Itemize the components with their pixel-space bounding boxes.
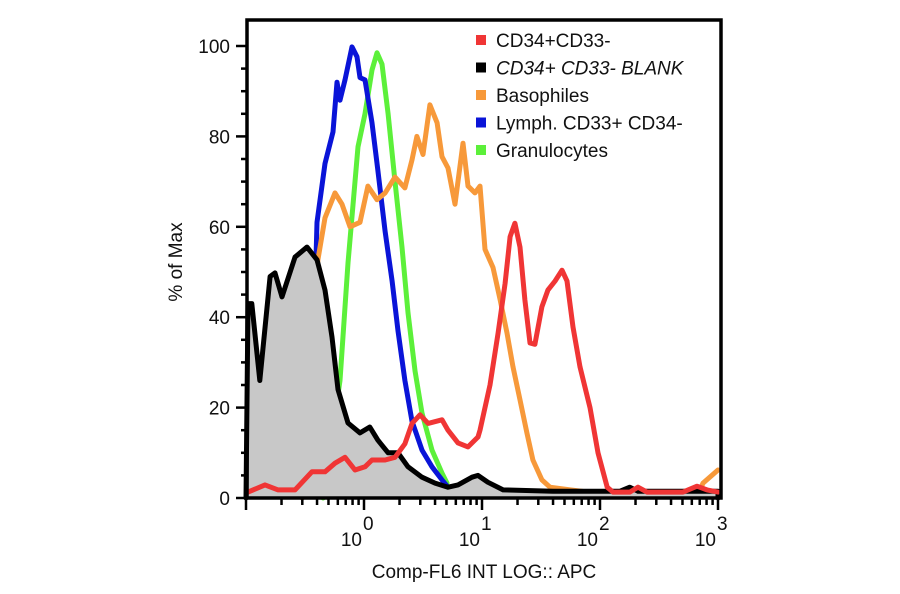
plot-frame — [245, 18, 723, 500]
x-tick-label: 101 — [459, 514, 492, 551]
legend-item: Basophiles — [476, 86, 589, 107]
y-tick-label: 20 — [209, 399, 230, 420]
x-tick-label-exponent: 2 — [599, 514, 610, 535]
series-fill-3 — [246, 247, 718, 498]
y-tick-label: 80 — [209, 127, 230, 148]
x-tick-label-exponent: 0 — [363, 514, 374, 535]
x-tick-label-exponent: 1 — [481, 514, 492, 535]
series-line-4 — [245, 220, 721, 495]
legend-swatch — [476, 117, 486, 128]
legend-swatch — [476, 62, 486, 73]
x-tick-label: 103 — [695, 514, 728, 551]
legend-label: CD34+ CD33- BLANK — [496, 59, 685, 80]
legend-label: CD34+CD33- — [496, 31, 611, 52]
series-layer — [243, 44, 721, 501]
y-axis: 0 20 40 60 80 100 — [198, 37, 247, 510]
series-line-3 — [243, 244, 721, 501]
x-tick-label: 102 — [577, 514, 610, 551]
y-tick-label: 0 — [219, 489, 230, 510]
series-line-0 — [320, 50, 450, 501]
legend-swatch — [476, 145, 486, 155]
legend-item: CD34+ CD33- BLANK — [476, 59, 685, 80]
y-tick-label: 40 — [209, 308, 230, 329]
legend-label: Granulocytes — [496, 141, 608, 162]
legend-item: Granulocytes — [476, 141, 608, 162]
x-axis-title: Comp-FL6 INT LOG:: APC — [372, 562, 597, 583]
x-tick-label: 100 — [341, 514, 374, 551]
legend-item: CD34+CD33- — [476, 31, 611, 52]
y-tick-label: 100 — [198, 37, 230, 58]
legend-swatch — [476, 90, 486, 100]
x-tick-label-base: 10 — [459, 530, 480, 551]
y-tick-label: 60 — [209, 218, 230, 239]
series-line-2 — [299, 102, 721, 501]
legend-label: Basophiles — [496, 86, 589, 107]
legend-swatch — [476, 35, 486, 45]
x-tick-label-exponent: 3 — [717, 514, 728, 535]
legend-item: Lymph. CD33+ CD34- — [476, 114, 683, 135]
y-axis-title: % of Max — [166, 222, 187, 302]
x-tick-label-base: 10 — [577, 530, 598, 551]
x-tick-label-base: 10 — [695, 530, 716, 551]
x-tick-label-base: 10 — [341, 530, 362, 551]
legend: CD34+CD33- CD34+ CD33- BLANK Basophiles Lym… — [476, 31, 685, 162]
legend-label: Lymph. CD33+ CD34- — [496, 114, 683, 135]
series-line-1 — [299, 44, 451, 501]
